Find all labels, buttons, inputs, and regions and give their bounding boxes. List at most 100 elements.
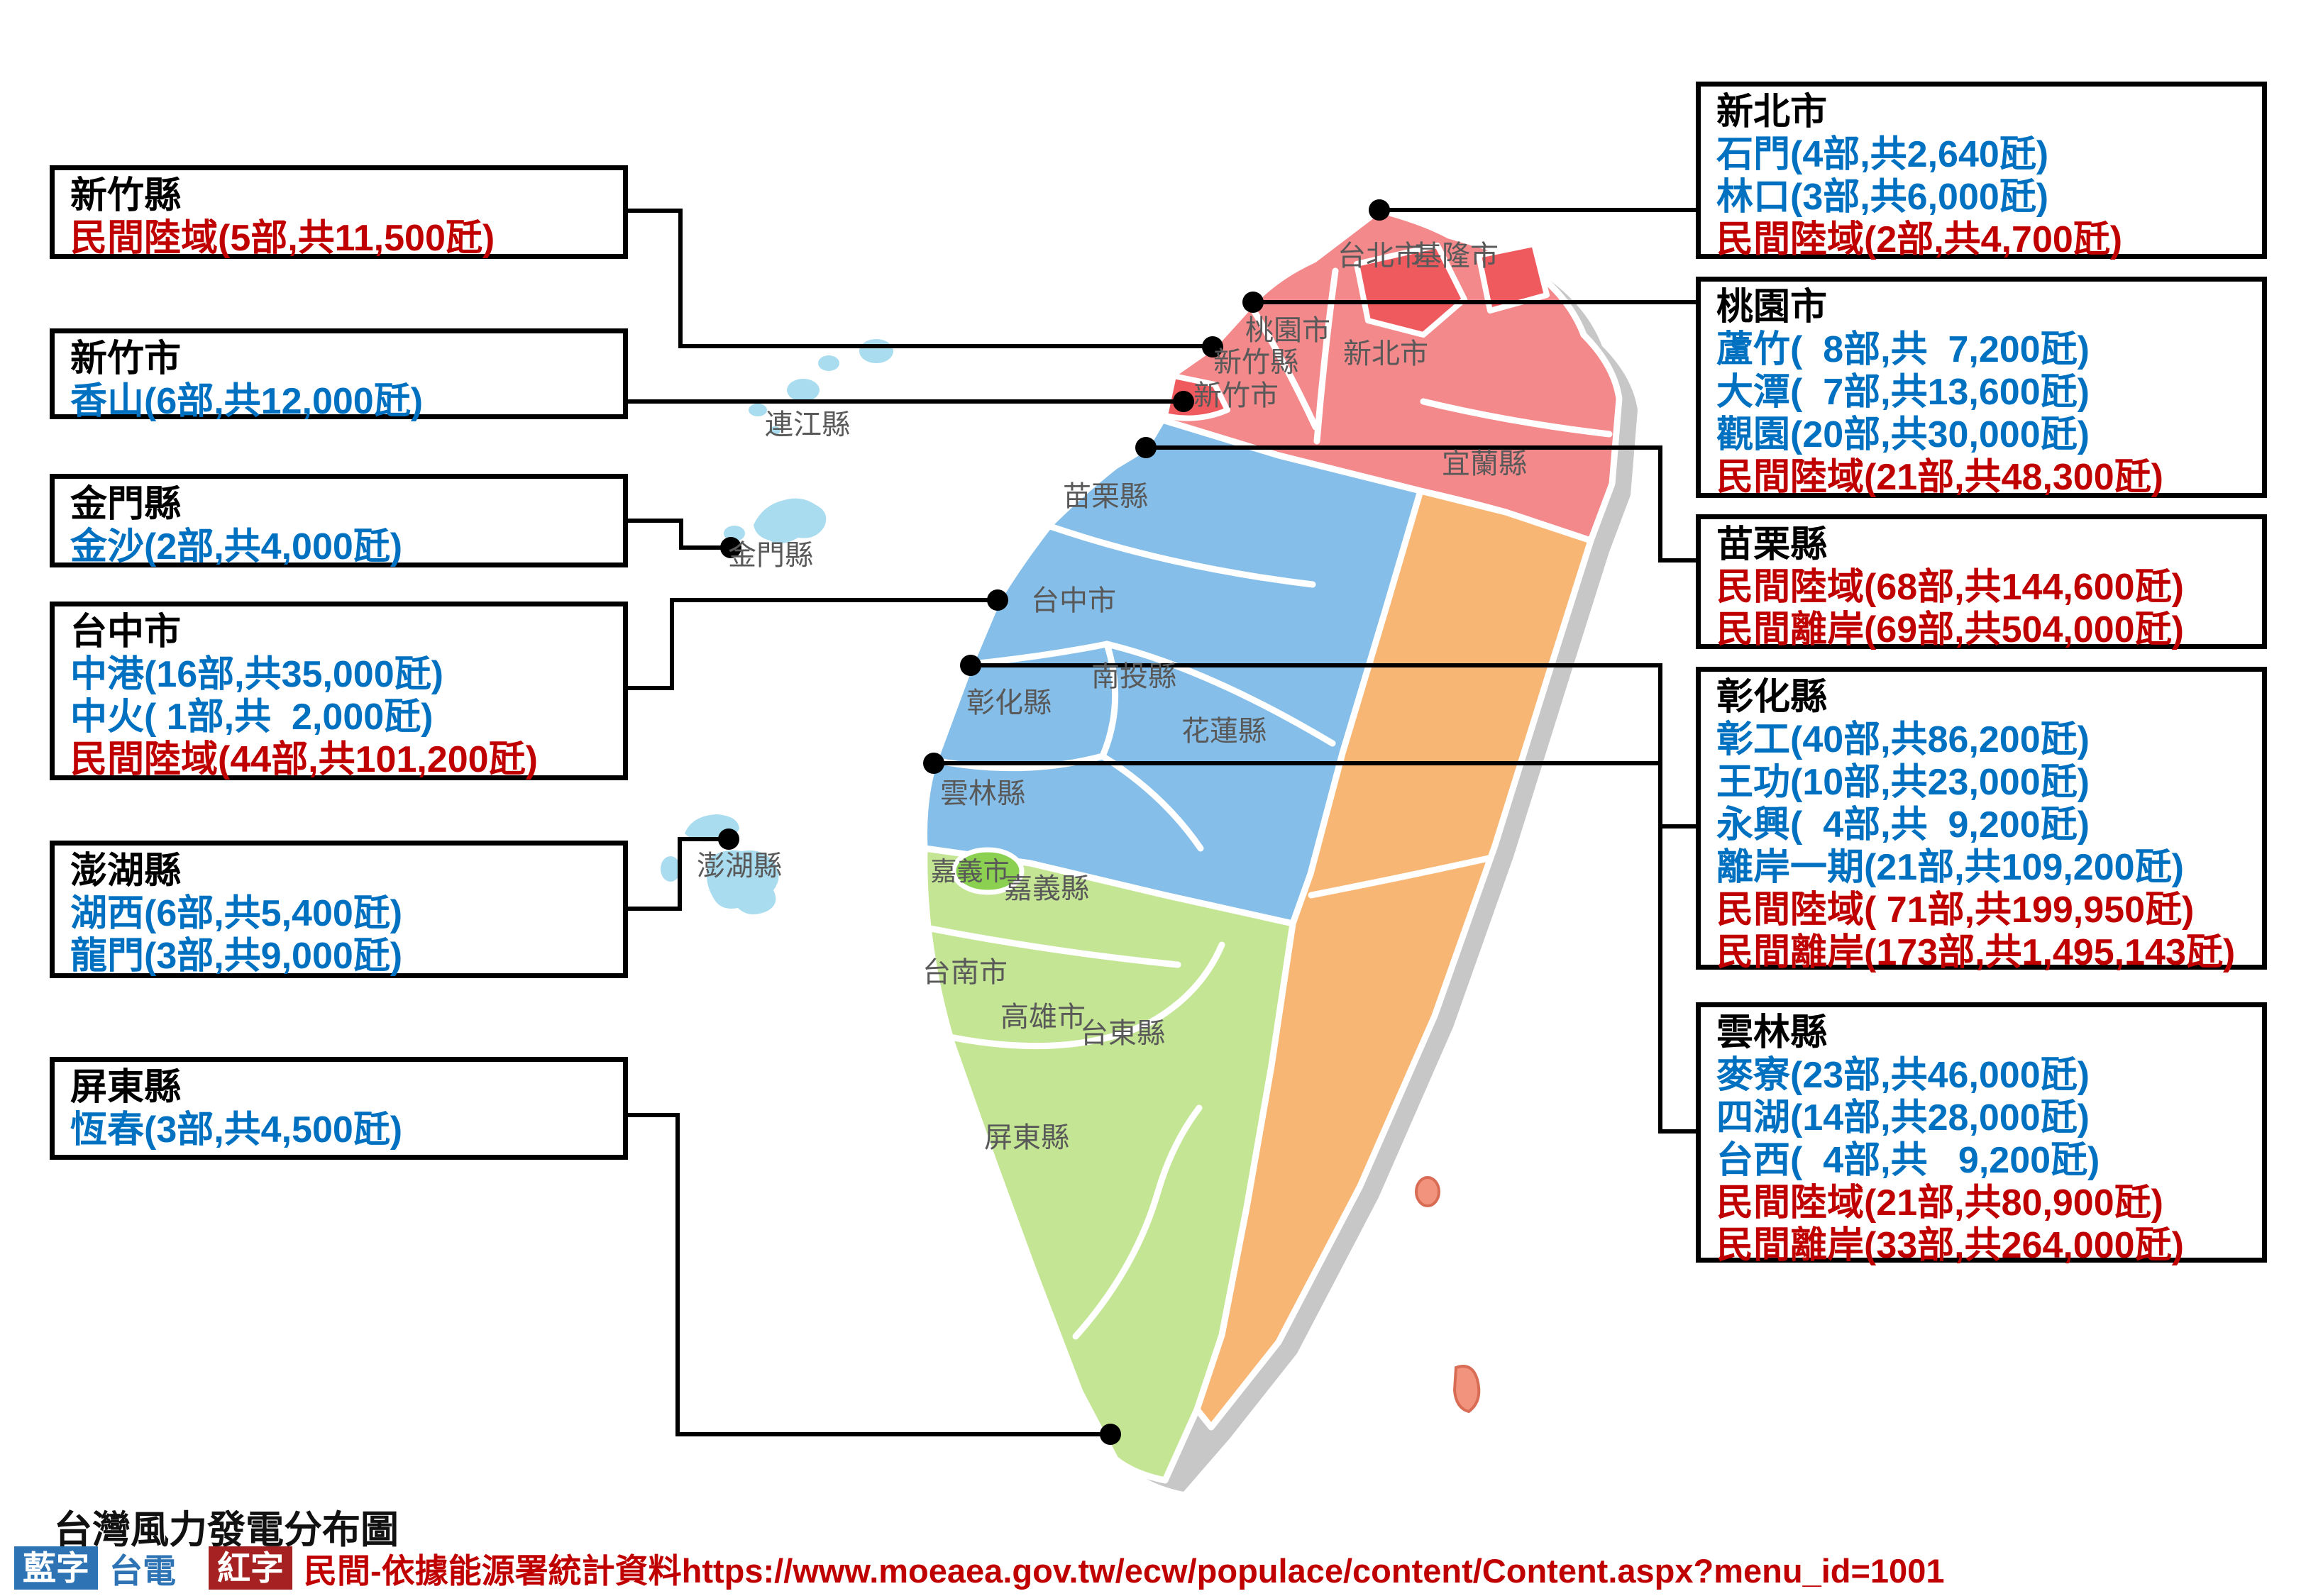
callout-pingtung: 屏東縣 恆春(3部,共4,500瓩) [50,1057,628,1160]
callout-title: 苗栗縣 [1716,524,1828,565]
box-line: 麥寮(23部,共46,000瓩) [1716,1055,2090,1096]
callout-lines: 彰工(40部,共86,200瓩) 王功(10部,共23,000瓩) 永興( 4部,共… [1716,719,2248,974]
region-keelung-city [1476,241,1550,314]
box-line: 民間陸域(5部,共11,500瓩) [70,218,495,259]
box-line: 龍門(3部,共9,000瓩) [70,936,403,977]
box-line: 中火( 1部,共 2,000瓩) [70,697,434,738]
callout-title: 屏東縣 [70,1067,182,1108]
connector-hsinchu-county [627,209,1203,348]
callout-lines: 民間陸域(5部,共11,500瓩) [70,217,609,260]
callout-lines: 湖西(6部,共5,400瓩) 龍門(3部,共9,000瓩) [70,892,609,977]
connector-miaoli [1156,445,1697,563]
map-label-hualien: 花蓮縣 [1181,716,1267,747]
callout-changhua: 彰化縣 彰工(40部,共86,200瓩) 王功(10部,共23,000瓩) 永興( … [1696,667,2267,973]
page-title: 台灣風力發電分布圖 [54,1509,399,1551]
callout-taichung: 台中市 中港(16部,共35,000瓩) 中火( 1部,共 2,000瓩) 民間陸域… [50,602,628,780]
box-line: 民間陸域(44部,共101,200瓩) [70,739,538,780]
dot-penghu [718,829,739,850]
map-label-taoyuan: 桃園市 [1245,315,1330,346]
callout-title: 桃園市 [1716,287,1828,328]
map-label-kaohsiung: 高雄市 [1000,1002,1086,1033]
dot-taoyuan [1242,292,1264,313]
callout-lines: 麥寮(23部,共46,000瓩) 四湖(14部,共28,000瓩) 台西( 4部,共… [1716,1054,2248,1267]
map-label-miaoli: 苗栗縣 [1063,481,1148,512]
box-line: 民間離岸(33部,共264,000瓩) [1716,1225,2184,1266]
box-line: 民間陸域(68部,共144,600瓩) [1716,567,2184,608]
callout-taoyuan: 桃園市 蘆竹( 8部,共 7,200瓩) 大潭( 7部,共13,600瓩) 觀園(2… [1696,277,2267,498]
callout-penghu: 澎湖縣 湖西(6部,共5,400瓩) 龍門(3部,共9,000瓩) [50,841,628,978]
map-label-changhua: 彰化縣 [966,687,1052,719]
callout-lines: 金沙(2部,共4,000瓩) [70,526,609,568]
box-line: 彰工(40部,共86,200瓩) [1716,719,2090,760]
connector-lines [627,208,1697,1436]
map-label-newtaipei: 新北市 [1343,338,1428,370]
legend-blue-chip: 藍字 [14,1546,98,1590]
map-label-taichung: 台中市 [1031,585,1116,616]
connector-taichung [627,598,988,690]
box-line: 林口(3部,共6,000瓩) [1716,177,2049,218]
dot-shimen [1369,199,1390,221]
connector-pingtung [627,1113,1100,1436]
box-line: 金沙(2部,共4,000瓩) [70,526,403,567]
box-line: 蘆竹( 8部,共 7,200瓩) [1716,329,2090,370]
dot-hsinchu-city [1173,391,1194,412]
region-south [921,845,1296,1484]
callout-lines: 石門(4部,共2,640瓩) 林口(3部,共6,000瓩) 民間陸域(2部,共4,7… [1716,133,2248,261]
island-orchid-island [1452,1365,1481,1414]
box-line: 石門(4部,共2,640瓩) [1716,134,2049,175]
map-label-tainan: 台南市 [922,957,1008,988]
box-line: 民間離岸(69部,共504,000瓩) [1716,609,2184,650]
map-label-lienchiang: 連江縣 [765,409,850,440]
location-dots [718,199,1390,1445]
region-chiayi-city [951,847,1025,895]
box-line: 永興( 4部,共 9,200瓩) [1716,804,2090,846]
box-line: 香山(6部,共12,000瓩) [70,381,424,422]
callout-lines: 中港(16部,共35,000瓩) 中火( 1部,共 2,000瓩) 民間陸域(44部… [70,653,609,781]
region-east [1193,487,1594,1431]
box-line: 恆春(3部,共4,500瓩) [70,1109,403,1151]
county-borders [923,267,1613,1340]
box-line: 王功(10部,共23,000瓩) [1716,762,2090,803]
box-line: 民間陸域(21部,共48,300瓩) [1716,457,2163,498]
map-label-kinmen: 金門縣 [728,540,813,571]
connector-changhua [981,663,1697,829]
map-label-chiayi-city: 嘉義市 [930,857,1010,886]
callout-lines: 恆春(3部,共4,500瓩) [70,1109,609,1151]
callout-title: 台中市 [70,611,182,653]
legend-red-chip: 紅字 [209,1546,292,1590]
callout-title: 金門縣 [70,484,182,525]
connector-penghu [627,837,719,911]
box-line: 大潭( 7部,共13,600瓩) [1716,372,2090,413]
callout-newtaipei: 新北市 石門(4部,共2,640瓩) 林口(3部,共6,000瓩) 民間陸域(2部,… [1696,82,2267,261]
callout-title: 雲林縣 [1716,1012,1828,1053]
box-line: 四湖(14部,共28,000瓩) [1716,1097,2090,1138]
legend-red-label: 民間-依據能源署統計資料https://www.moeaea.gov.tw/ec… [304,1552,1945,1590]
callout-title: 新竹縣 [70,175,182,216]
connector-kinmen [627,519,721,550]
box-line: 湖西(6部,共5,400瓩) [70,893,403,934]
dot-hengchun [1100,1424,1121,1445]
island-green-island [1415,1176,1440,1207]
callout-title: 彰化縣 [1716,677,1828,718]
box-line: 觀園(20部,共30,000瓩) [1716,414,2090,455]
dot-yunlin [923,753,944,774]
islands-lienchiang [749,339,893,435]
map-label-yunlin: 雲林縣 [940,778,1025,809]
dot-kinmen [720,537,741,558]
map-label-chiayi-county: 嘉義縣 [1004,873,1089,904]
legend: 藍字 台電 紅字 民間-依據能源署統計資料https://www.moeaea.… [14,1544,1944,1592]
callout-hsinchu-county: 新竹縣 民間陸域(5部,共11,500瓩) [50,165,628,259]
map-label-hsinchu-city: 新竹市 [1193,380,1279,411]
map-label-pingtung: 屏東縣 [984,1122,1069,1153]
dot-hsinchu-county [1202,336,1223,358]
box-line: 中港(16部,共35,000瓩) [70,654,443,695]
callout-yunlin: 雲林縣 麥寮(23部,共46,000瓩) 四湖(14部,共28,000瓩) 台西( … [1696,1002,2267,1266]
callout-kinmen: 金門縣 金沙(2部,共4,000瓩) [50,474,628,567]
callout-miaoli: 苗栗縣 民間陸域(68部,共144,600瓩) 民間離岸(69部,共504,000… [1696,514,2267,651]
box-line: 民間陸域(21部,共80,900瓩) [1716,1182,2163,1224]
legend-blue-label: 台電 [109,1552,176,1590]
map-label-hsinchu-county: 新竹縣 [1213,347,1298,378]
callout-lines: 民間陸域(68部,共144,600瓩) 民間離岸(69部,共504,000瓩) [1716,566,2248,651]
